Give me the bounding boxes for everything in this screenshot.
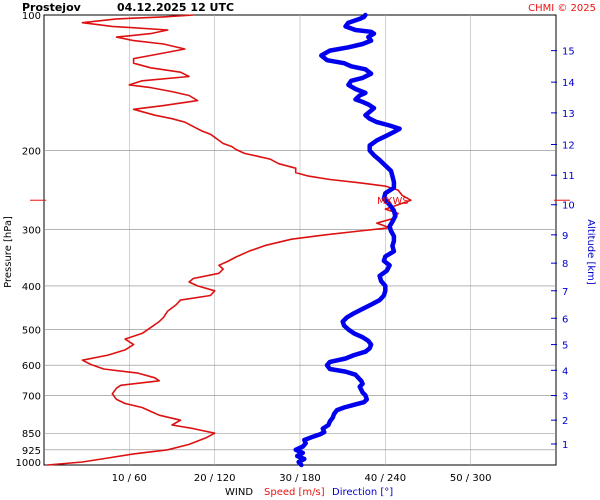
x-tick-label: 50 / 300: [450, 473, 492, 484]
altitude-tick-label: 14: [562, 78, 575, 89]
pressure-tick-label: 1000: [16, 458, 41, 469]
altitude-tick-label: 4: [562, 366, 568, 377]
pressure-tick-label: 925: [22, 446, 41, 457]
altitude-tick-label: 5: [562, 341, 568, 352]
pressure-tick-label: 500: [22, 326, 41, 337]
x-tick-label: 30 / 180: [279, 473, 321, 484]
axis-layer: 10 / 60 20 / 120 30 / 180 40 / 240 50 / 300 1…: [16, 11, 575, 484]
grid-layer: [43, 14, 557, 466]
altitude-tick-label: 12: [562, 141, 575, 152]
pressure-tick-label: 600: [22, 361, 41, 372]
pressure-tick-label: 100: [22, 11, 41, 22]
altitude-tick-label: 7: [562, 287, 568, 298]
direction-legend: Direction [°]: [332, 487, 393, 498]
altitude-tick-label: 15: [562, 47, 575, 58]
credit-link[interactable]: CHMI © 2025: [528, 3, 596, 14]
speed-legend: Speed [m/s]: [264, 487, 325, 498]
right-axis-label: Altitude [km]: [585, 219, 596, 285]
altitude-tick-label: 3: [562, 392, 568, 403]
altitude-tick-label: 10: [562, 201, 575, 212]
altitude-tick-label: 9: [562, 231, 568, 242]
wind-label: WIND: [225, 487, 253, 498]
pressure-tick-label: 700: [22, 391, 41, 402]
x-tick-label: 40 / 240: [365, 473, 407, 484]
y-axis-label: Pressure [hPa]: [3, 216, 14, 288]
altitude-tick-label: 11: [562, 171, 575, 182]
altitude-tick-label: 1: [562, 440, 568, 451]
altitude-tick-label: 6: [562, 314, 568, 325]
pressure-tick-label: 200: [22, 146, 41, 157]
altitude-tick-label: 8: [562, 259, 568, 270]
station-title: Prostejov: [22, 1, 82, 14]
max-wind-marker: MXWS: [30, 196, 570, 207]
direction-profile-line: [293, 12, 402, 468]
series-layer: [46, 12, 412, 468]
x-tick-label: 10 / 60: [112, 473, 147, 484]
altitude-tick-label: 13: [562, 109, 575, 120]
max-wind-label: MXWS: [377, 196, 409, 207]
datetime-title: 04.12.2025 12 UTC: [117, 1, 234, 14]
speed-profile-line: [46, 14, 412, 466]
x-tick-label: 20 / 120: [194, 473, 236, 484]
pressure-tick-label: 850: [22, 429, 41, 440]
pressure-tick-label: 400: [22, 282, 41, 293]
pressure-tick-label: 300: [22, 226, 41, 237]
altitude-tick-label: 2: [562, 416, 568, 427]
